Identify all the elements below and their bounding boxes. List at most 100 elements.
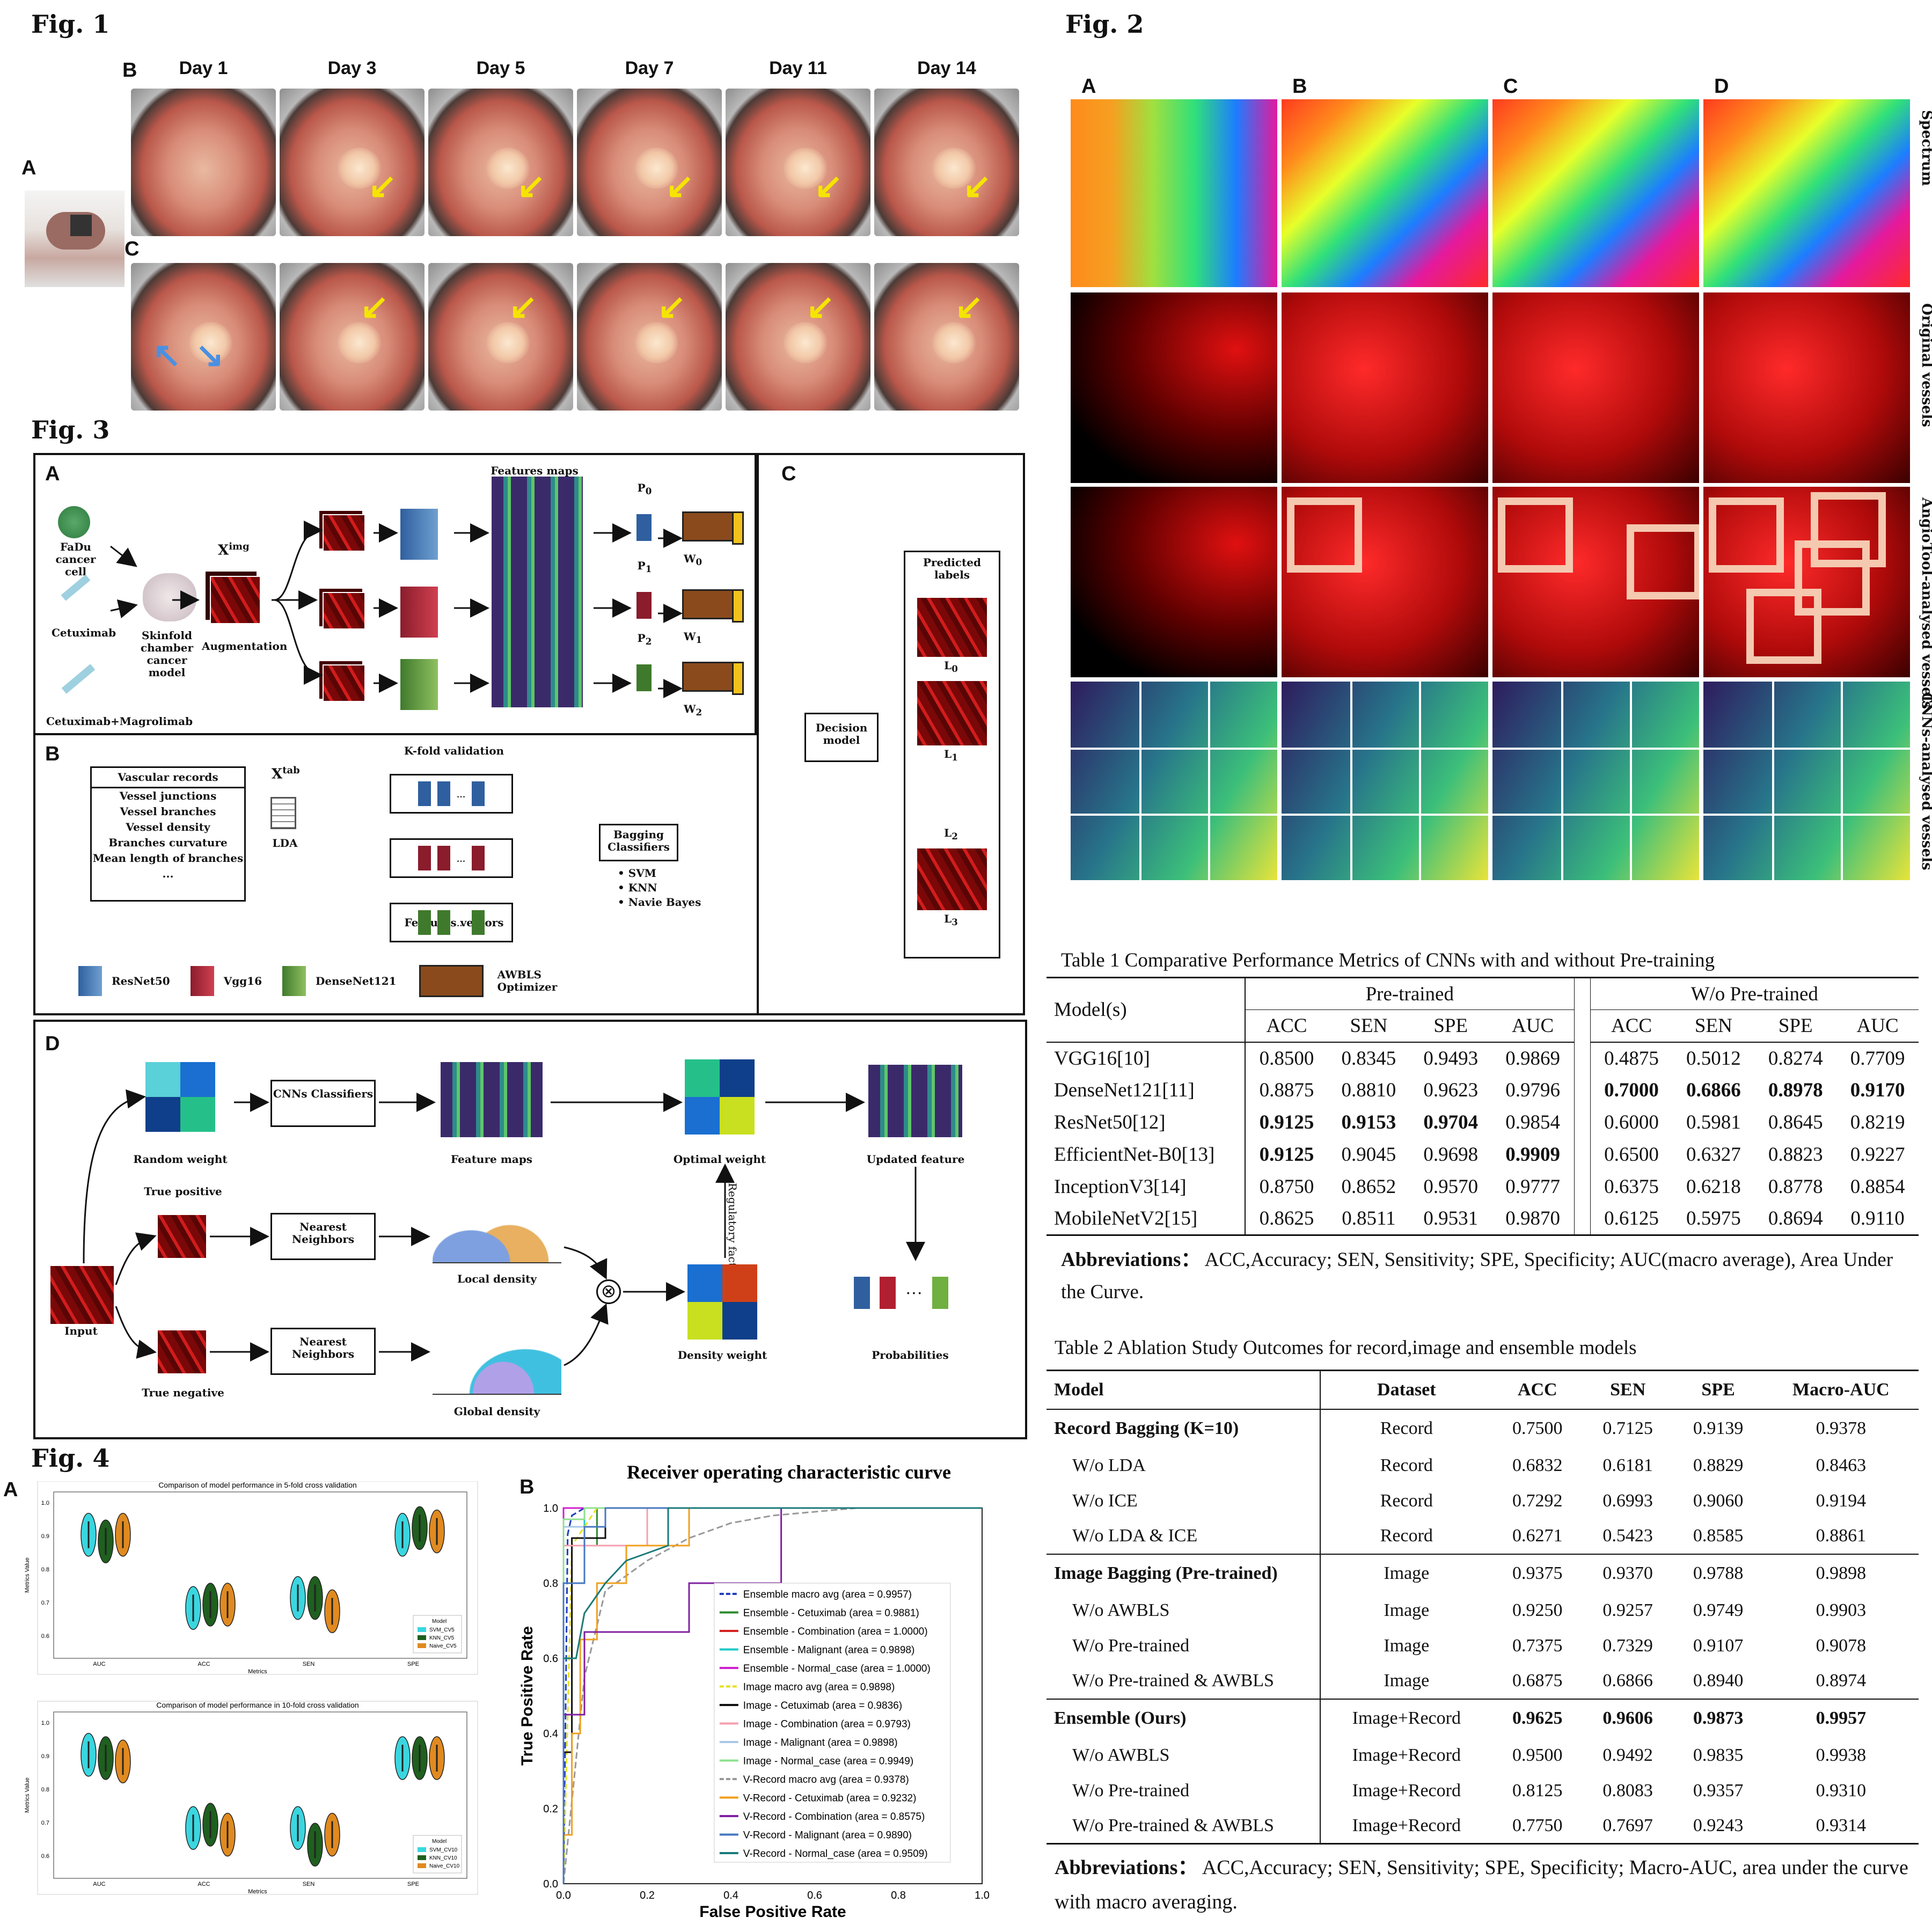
t1-cell: 0.9698 [1423,1144,1479,1166]
featmaps-label: Features maps [491,464,579,477]
t2-group-name: Record Bagging (K=10) [1046,1409,1321,1448]
d-featmaps [441,1062,543,1137]
t2-cell: 0.9500 [1512,1745,1563,1765]
legend-swatch [418,1847,426,1852]
t1-model-name: DenseNet121[11] [1046,1074,1246,1107]
t2-cell: 0.8974 [1816,1671,1867,1690]
t2-cell: 0.9107 [1693,1635,1744,1656]
d-featmaps-label: Feature maps [450,1153,533,1166]
awbls-cube [682,589,744,623]
t1-cell: 0.6500 [1604,1144,1659,1166]
virus-icon [58,506,90,538]
t2-cell: 0.6271 [1512,1526,1563,1546]
cnn-divider [1071,748,1277,750]
vasc-item: Vessel junctions [119,789,217,802]
global-density-plot [433,1320,561,1395]
branch-input [323,664,365,702]
roc-xtick: 0.2 [640,1890,655,1901]
t1-row: DenseNet121[11] 0.8875 0.8810 0.9623 0.9796 0… [1046,1074,1919,1107]
fold-block [437,781,450,806]
t1-cell: 0.8274 [1768,1047,1823,1070]
yellow-arrow-icon: ↙ [517,167,546,205]
t2-cell: 0.9250 [1512,1600,1563,1620]
violin-title: Comparison of model performance in 10-fo… [156,1701,358,1709]
roc-legend-entry: V-Record macro avg (area = 0.9378) [743,1774,909,1785]
roc-series-line [562,1507,982,1884]
roc-title: Receiver operating characteristic curve [627,1461,951,1483]
fig2-cell [1071,99,1277,287]
tumor-region [338,322,381,363]
fig2-col-label: D [1714,75,1729,98]
chamber-label: Skinfold chamber cancer model [140,629,194,679]
t2-header: SPE [1701,1379,1735,1400]
t2-cell: 0.8125 [1512,1780,1563,1801]
t2-cell: 0.9310 [1816,1780,1867,1801]
t2-cell: 0.9606 [1602,1708,1653,1728]
tumor-region [486,148,530,189]
t1-metric-header: ACC [1245,1009,1328,1043]
violin-ytick: 0.8 [41,1787,49,1793]
w-letter: W [683,702,696,715]
fold-ellipsis: ... [456,851,466,865]
w-sub: 1 [696,634,702,645]
fig2-grid: A B C D Spectrum Original vessels AngioTool-an… [1071,75,1932,885]
t2-cell: 0.9938 [1816,1745,1867,1765]
legend-entry: Naive_CV5 [429,1643,457,1649]
t2-cell: 0.9357 [1693,1780,1744,1801]
cnn-divider [1350,682,1352,880]
roc-legend-entry: Image - Combination (area = 0.9793) [743,1719,911,1730]
t1-cell: 0.9153 [1341,1111,1396,1133]
roi-square [1287,497,1362,573]
t2-row: W/o Pre-trained Image+Record 0.8125 0.8083 0… [1046,1773,1919,1809]
tp-img [158,1215,206,1258]
fig3-panel-b: B Vascular records Vessel junctions Vesse… [33,733,759,1015]
violin-ytick: 0.9 [41,1753,49,1760]
fig2-col-label: A [1081,75,1096,98]
violin-ytick: 0.6 [41,1633,49,1640]
w-label: W1 [679,631,706,645]
local-density-plot [433,1188,561,1263]
chamber-photo: ↙ [577,263,722,411]
vgg-icon [190,966,214,996]
cnn-divider [1139,682,1141,880]
updated-featmaps [868,1065,962,1137]
p-label: P0 [634,482,655,496]
fig4-title: Fig. 4 [31,1444,110,1473]
fig4-label-b: B [519,1476,535,1498]
roc-xtick: 0.4 [723,1890,738,1901]
t2-variant-name: W/o Pre-trained & AWBLS [1046,1808,1321,1844]
chamber-photo: ↙ [726,89,870,236]
prob-bars: ··· [854,1274,967,1312]
t2-cell: 0.6875 [1512,1671,1563,1690]
pred-img-3 [917,848,987,910]
t1-cell: 0.8978 [1768,1079,1823,1101]
predicted-label: Predicted labels [923,556,981,581]
bagging-box: Bagging Classifiers [599,824,678,861]
xtab-label: X [272,766,283,782]
chamber-photo: ↙ [726,263,870,411]
t2-group-row: Image Bagging (Pre-trained) Image 0.9375 0.… [1046,1554,1919,1593]
panel-c-label: C [781,463,796,485]
chamber-photo: ↙ [874,263,1019,411]
roc-ytick: 0.6 [543,1653,558,1665]
t2-row: W/o LDA & ICE Record 0.6271 0.5423 0.8585 0.8… [1046,1518,1919,1554]
fig2-row-label: AngioTool-analysed vessels [1919,497,1932,709]
cnns-box: CNNs Classifiers [270,1080,376,1127]
fig2-cell [1071,487,1277,677]
fig2-title: Fig. 2 [1065,10,1144,39]
legend-swatch [418,1643,426,1648]
t2-row: W/o Pre-trained & AWBLS Image 0.6875 0.6866… [1046,1663,1919,1699]
fig2-cell [1703,292,1910,483]
prob-bar-green [932,1277,948,1309]
branch-input [323,592,365,630]
nn2-label: Nearest Neighbors [291,1335,355,1360]
t2-row: W/o AWBLS Image 0.9250 0.9257 0.9749 0.9903 [1046,1592,1919,1628]
p-letter: P [637,559,646,572]
fold-block [437,846,450,870]
t1-abbr-bold: Abbreviations： [1061,1249,1201,1271]
t2-cell: 0.9873 [1693,1708,1744,1728]
t2-cell: Image [1384,1635,1430,1656]
tumor-region [932,148,976,189]
cnn-block-icon [400,587,438,638]
t1-cell: 0.6125 [1604,1208,1659,1230]
